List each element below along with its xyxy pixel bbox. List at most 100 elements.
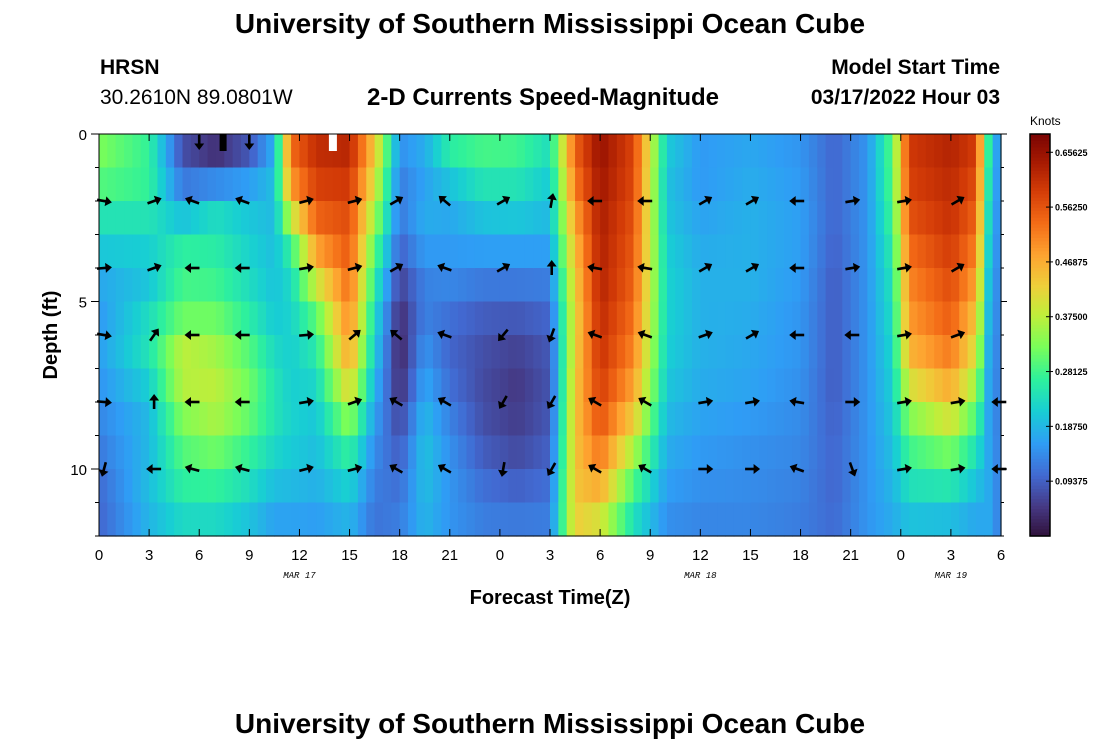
current-arrow [587, 262, 603, 273]
heatmap-cell [374, 335, 384, 370]
current-arrow [184, 263, 200, 273]
heatmap-cell [341, 201, 351, 236]
heatmap-cell [157, 268, 167, 303]
heatmap-cell [215, 301, 225, 336]
heatmap-cell [942, 435, 952, 470]
heatmap-cell [249, 402, 259, 437]
heatmap-cell [608, 234, 618, 269]
heatmap-cell [725, 402, 735, 437]
heatmap-cell [474, 268, 484, 303]
heatmap-cell [975, 201, 985, 236]
heatmap-cell [591, 167, 601, 202]
heatmap-cell [859, 402, 868, 437]
heatmap-cell [199, 167, 209, 202]
heatmap-cell [441, 167, 451, 202]
heatmap-cell [524, 201, 534, 236]
current-arrow [896, 396, 912, 407]
heatmap-cell [349, 469, 359, 504]
heatmap-cell [541, 201, 551, 236]
heatmap-cell [641, 469, 651, 504]
heatmap-cell [550, 201, 559, 236]
heatmap-cell [207, 368, 217, 403]
heatmap-cell [257, 368, 267, 403]
heatmap-cell [274, 435, 284, 470]
heatmap-cell [391, 469, 401, 504]
heatmap-cell [132, 469, 142, 504]
heatmap-cell [675, 402, 685, 437]
heatmap-cell [382, 167, 392, 202]
heatmap-cell [550, 469, 559, 504]
heatmap-cell [458, 234, 468, 269]
heatmap-cell [675, 268, 685, 303]
heatmap-cell [808, 167, 818, 202]
heatmap-cell [441, 435, 451, 470]
heatmap-cell [658, 402, 668, 437]
colorbar-segment [1030, 147, 1050, 152]
heatmap-cell [99, 234, 108, 269]
heatmap-cell [633, 301, 643, 336]
heatmap-cell [616, 335, 626, 370]
heatmap-cell [240, 435, 250, 470]
x-tick-label: 15 [742, 547, 759, 564]
current-arrow [184, 330, 200, 340]
colorbar-segment [1030, 489, 1050, 494]
colorbar-segment [1030, 355, 1050, 360]
current-arrow [149, 394, 160, 409]
heatmap-cell [658, 435, 668, 470]
heatmap-cell [666, 167, 676, 202]
heatmap-cell [859, 335, 868, 370]
heatmap-cell [742, 234, 752, 269]
x-tick-label: 3 [145, 547, 153, 564]
heatmap-cell [717, 502, 726, 537]
heatmap-cell [992, 469, 1002, 504]
heatmap-cell [934, 469, 944, 504]
heatmap-cell [950, 502, 960, 537]
heatmap-cell [792, 502, 802, 537]
heatmap-cell [633, 134, 643, 169]
heatmap-cell [566, 167, 576, 202]
heatmap-cell [625, 201, 635, 236]
heatmap-cell [758, 368, 768, 403]
heatmap-cell [967, 201, 977, 236]
current-arrow [745, 464, 761, 474]
colorbar-segment [1030, 435, 1050, 440]
heatmap-cell [274, 469, 284, 504]
heatmap-cell [207, 335, 217, 370]
heatmap-cell [892, 268, 902, 303]
heatmap-cell [299, 234, 309, 269]
heatmap-cell [625, 368, 635, 403]
heatmap-cell [683, 268, 693, 303]
heatmap-cell [616, 435, 626, 470]
heatmap-cell [825, 368, 835, 403]
heatmap-cell [783, 268, 793, 303]
colorbar-tick-label: 0.28125 [1055, 367, 1088, 377]
colorbar-segment [1030, 475, 1050, 480]
heatmap-cell [650, 368, 660, 403]
colorbar-segment [1030, 469, 1050, 473]
heatmap-cell [366, 335, 376, 370]
heatmap-cell [341, 368, 351, 403]
heatmap-cell [207, 134, 217, 169]
current-arrow [546, 395, 557, 409]
heatmap-cell [516, 301, 526, 336]
heatmap-cell [591, 402, 601, 437]
heatmap-cell [157, 134, 167, 169]
heatmap-cell [808, 335, 818, 370]
heatmap-cell [800, 469, 810, 504]
colorbar-segment [1030, 157, 1050, 162]
heatmap-cell [157, 335, 167, 370]
heatmap-cell [165, 469, 175, 504]
heatmap-cell [207, 402, 217, 437]
heatmap-cell [641, 268, 651, 303]
heatmap-cell [792, 402, 802, 437]
colorbar-segment [1030, 194, 1050, 199]
heatmap-cell [959, 268, 969, 303]
current-arrow [546, 462, 557, 476]
heatmap-cell [207, 469, 217, 504]
heatmap-cell [349, 134, 359, 169]
heatmap-cell [783, 134, 793, 169]
colorbar-segment [1030, 345, 1050, 349]
current-arrow [789, 196, 805, 206]
current-arrow [299, 195, 314, 206]
heatmap-cell [808, 368, 818, 403]
